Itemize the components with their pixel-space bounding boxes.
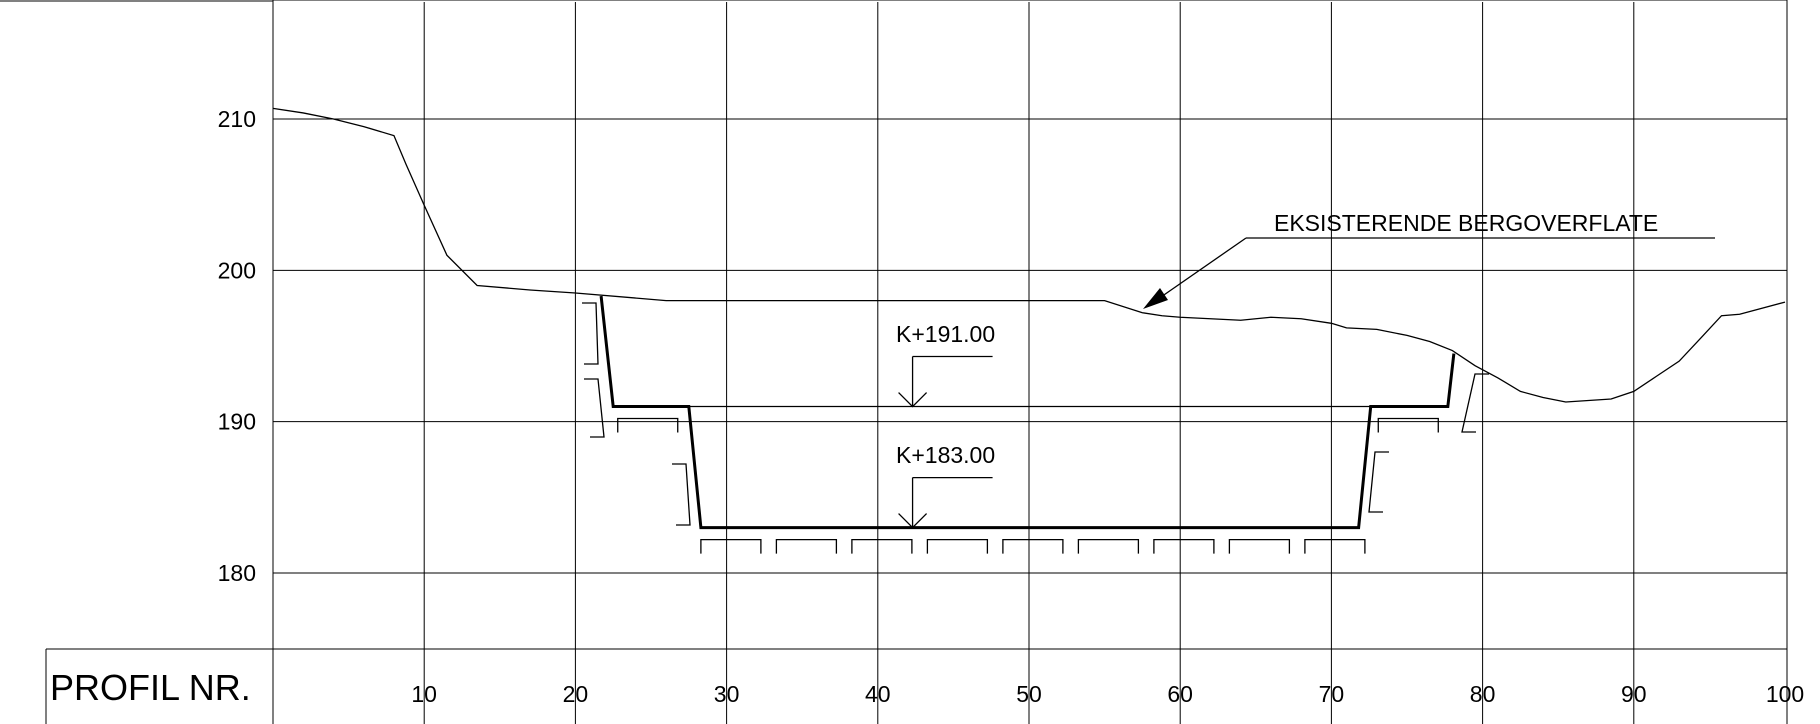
x-tick-label-30: 30 [714, 681, 740, 707]
floor-anchor-bracket [1153, 538, 1215, 554]
floor-anchor-bracket [851, 538, 913, 554]
x-tick-label-20: 20 [563, 681, 589, 707]
x-tick-label-10: 10 [411, 681, 437, 707]
profile-title-cell: PROFIL NR. [50, 667, 251, 708]
x-tick-label-90: 90 [1621, 681, 1647, 707]
wall-anchor-bracket [672, 463, 691, 526]
bench-anchor-bracket [617, 417, 679, 433]
floor-anchor-bracket [1304, 538, 1366, 554]
y-tick-label-190: 190 [218, 409, 256, 435]
x-tick-label-60: 60 [1167, 681, 1193, 707]
level-arrow-lower-head [898, 513, 928, 529]
x-tick-label-100: 100 [1766, 681, 1804, 707]
level-arrow-upper-head [898, 392, 928, 408]
floor-anchor-bracket [1228, 538, 1291, 554]
floor-anchor-bracket [775, 538, 838, 554]
wall-anchor-bracket [584, 378, 605, 438]
x-tick-label-40: 40 [865, 681, 891, 707]
profile-marks [272, 107, 1786, 554]
bench-anchor-bracket [1377, 417, 1439, 433]
x-tick-label-50: 50 [1016, 681, 1042, 707]
floor-anchor-bracket [1077, 538, 1140, 554]
wall-anchor-bracket [1368, 451, 1389, 513]
wall-anchor-bracket [1461, 373, 1489, 433]
excavation-outline [599, 295, 1456, 530]
x-tick-label-70: 70 [1319, 681, 1345, 707]
x-tick-label-80: 80 [1470, 681, 1496, 707]
level-label-upper: K+191.00 [896, 321, 995, 347]
floor-anchor-bracket [1002, 538, 1064, 554]
y-tick-label-210: 210 [218, 106, 256, 132]
tick-labels: 10 20 30 40 50 60 70 80 90 100 210 200 190 180 [218, 106, 1805, 707]
y-tick-label-180: 180 [218, 560, 256, 586]
floor-anchor-bracket [926, 538, 989, 554]
y-tick-label-200: 200 [218, 257, 256, 283]
surface-label-arrowhead [1143, 288, 1168, 309]
level-label-lower: K+183.00 [896, 442, 995, 468]
floor-anchor-bracket [700, 538, 762, 554]
terrain-surface-line [272, 107, 1786, 403]
surface-label: EKSISTERENDE BERGOVERFLATE [1274, 210, 1658, 236]
wall-anchor-bracket [582, 302, 599, 365]
